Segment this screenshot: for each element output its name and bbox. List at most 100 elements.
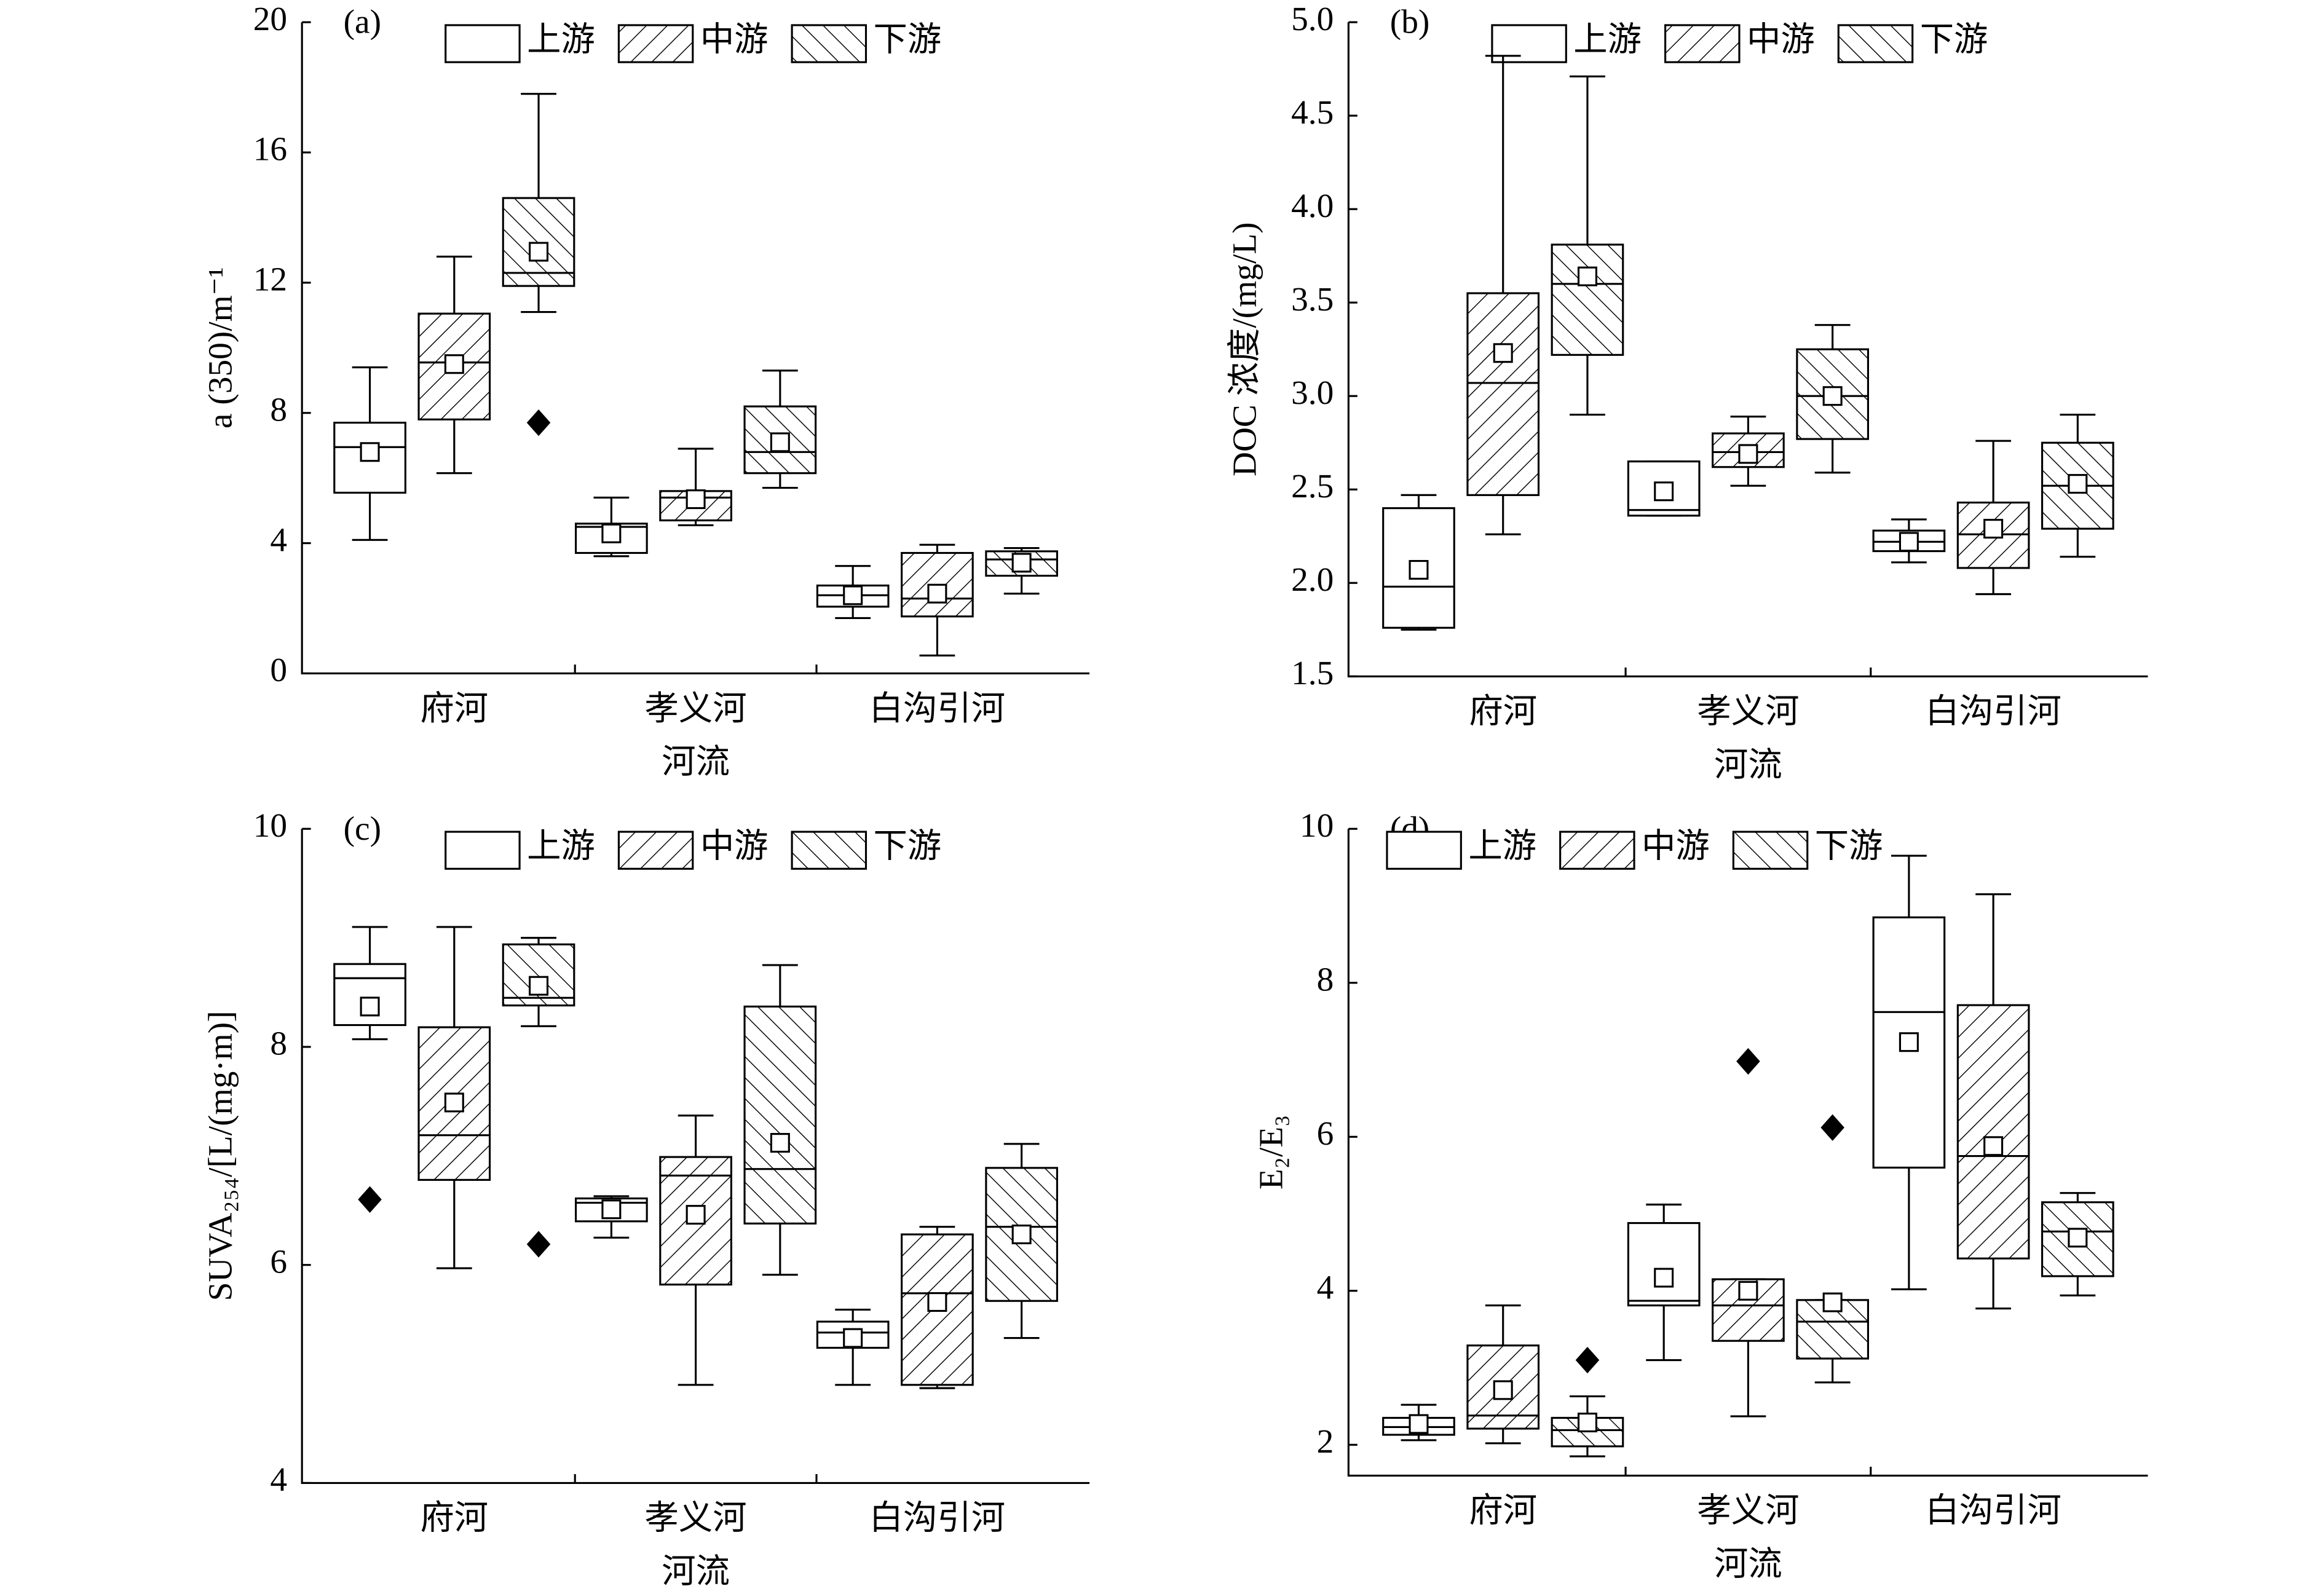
legend-swatch	[617, 24, 694, 63]
mean-marker	[1899, 532, 1919, 552]
y-tick-label: 2.5	[1291, 467, 1334, 505]
y-tick-label: 4.0	[1291, 187, 1334, 224]
y-axis-label: DOC 浓度/(mg/L)	[1225, 222, 1263, 476]
mean-marker	[1493, 1380, 1513, 1400]
box	[1956, 1004, 2030, 1260]
panel-label: (a)	[344, 3, 381, 41]
x-axis-label: 河流	[1714, 1545, 1782, 1582]
y-tick-label: 4.5	[1291, 93, 1334, 131]
x-tick-label: 白沟引河	[1925, 693, 2061, 730]
legend-swatch	[445, 831, 521, 870]
mean-marker	[1983, 1136, 2004, 1156]
x-axis-label: 河流	[1714, 746, 1782, 783]
legend-label: 下游	[1815, 827, 1883, 865]
box	[502, 943, 575, 1007]
x-tick-label: 府河	[1469, 693, 1537, 730]
x-tick-label: 孝义河	[645, 690, 747, 727]
y-tick-label: 2	[1317, 1422, 1334, 1460]
y-axis-label: E₂/E₃	[1252, 1115, 1290, 1190]
mean-marker	[529, 242, 549, 262]
mean-marker	[770, 432, 790, 452]
box	[417, 312, 491, 420]
y-tick-label: 6	[270, 1242, 287, 1280]
x-tick-label: 孝义河	[1697, 1492, 1799, 1529]
mean-marker	[686, 489, 706, 510]
mean-marker	[1822, 386, 1843, 406]
panel-label: (b)	[1390, 3, 1430, 41]
mean-marker	[529, 976, 549, 996]
mean-marker	[686, 1205, 706, 1225]
y-tick-label: 4	[1317, 1268, 1334, 1306]
legend-swatch	[1837, 24, 1914, 63]
mean-marker	[1409, 559, 1429, 580]
outlier	[526, 1231, 551, 1258]
y-tick-label: 4	[270, 521, 287, 558]
mean-marker	[1577, 1412, 1597, 1432]
mean-marker	[927, 1292, 947, 1312]
y-tick-label: 3.5	[1291, 280, 1334, 318]
mean-marker	[1983, 519, 2004, 539]
y-tick-label: 4	[270, 1461, 287, 1498]
axis	[1347, 829, 2148, 1477]
outlier	[358, 1186, 382, 1213]
y-tick-label: 3.0	[1291, 374, 1334, 411]
x-tick-label: 孝义河	[645, 1499, 747, 1537]
x-axis-label: 河流	[662, 1552, 730, 1590]
legend-label: 上游	[527, 21, 595, 58]
mean-marker	[843, 585, 863, 606]
y-tick-label: 8	[270, 390, 287, 428]
legend-swatch	[791, 831, 868, 870]
y-tick-label: 20	[253, 0, 287, 37]
legend-label: 上游	[1573, 21, 1642, 58]
legend-label: 下游	[874, 21, 942, 58]
y-tick-label: 1.5	[1291, 654, 1334, 692]
mean-marker	[2068, 1228, 2088, 1248]
legend-swatch	[1386, 831, 1462, 870]
mean-marker	[1011, 553, 1032, 573]
box	[1627, 1221, 1701, 1307]
outlier	[1575, 1346, 1600, 1374]
y-tick-label: 8	[270, 1025, 287, 1062]
y-tick-label: 16	[253, 130, 287, 168]
y-tick-label: 10	[1300, 807, 1334, 844]
mean-marker	[360, 996, 380, 1017]
box	[1551, 243, 1624, 356]
mean-marker	[2068, 474, 2088, 494]
mean-marker	[927, 583, 947, 604]
y-tick-label: 5.0	[1291, 0, 1334, 37]
x-tick-label: 白沟引河	[1925, 1492, 2061, 1529]
x-tick-label: 白沟引河	[869, 1499, 1005, 1537]
y-axis-label: a (350)/m⁻¹	[201, 267, 239, 428]
mean-marker	[1577, 266, 1597, 286]
legend-label: 中游	[700, 827, 769, 865]
legend-swatch	[1559, 831, 1635, 870]
y-tick-label: 2.0	[1291, 561, 1334, 598]
mean-marker	[360, 442, 380, 462]
legend-swatch	[791, 24, 868, 63]
legend-label: 中游	[1642, 827, 1710, 865]
outlier	[1736, 1048, 1760, 1075]
mean-marker	[1899, 1032, 1919, 1052]
box	[743, 1005, 817, 1225]
y-tick-label: 0	[270, 651, 287, 688]
legend-label: 下游	[874, 827, 942, 865]
box	[1466, 292, 1540, 496]
mean-marker	[1822, 1292, 1843, 1312]
x-tick-label: 府河	[420, 1499, 488, 1537]
box	[502, 197, 575, 287]
mean-marker	[1654, 481, 1674, 502]
mean-marker	[601, 1199, 622, 1220]
panel-label: (c)	[344, 810, 381, 847]
x-axis-label: 河流	[662, 743, 730, 780]
x-tick-label: 府河	[420, 690, 488, 727]
mean-marker	[1738, 1280, 1758, 1301]
legend-label: 上游	[1468, 827, 1536, 865]
y-axis-label: SUVA₂₅₄/[L/(mg·m)]	[201, 1011, 239, 1301]
legend-swatch	[445, 24, 521, 63]
y-tick-label: 12	[253, 261, 287, 298]
legend-swatch	[617, 831, 694, 870]
